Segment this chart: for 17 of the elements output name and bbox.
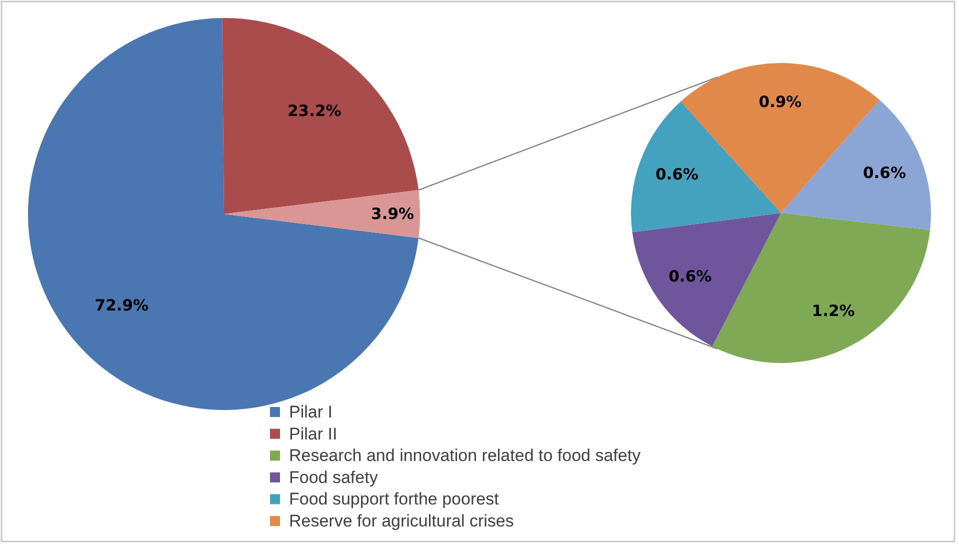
legend-label: Pilar I xyxy=(289,402,332,422)
legend-label: Food support forthe poorest xyxy=(289,490,500,509)
legend-label: Research and innovation related to food safety xyxy=(289,446,642,466)
pie-slice xyxy=(712,213,930,363)
data-label: 23.2% xyxy=(288,102,342,120)
data-label: 72.9% xyxy=(94,296,150,314)
pie-slice xyxy=(224,190,420,238)
pie-slice xyxy=(632,213,781,346)
legend-label: Pilar II xyxy=(289,424,338,444)
legend-label: Reserve for agricultural crises xyxy=(289,512,514,530)
data-label: 1.2% xyxy=(812,302,856,320)
data-label: 3.9% xyxy=(371,205,415,223)
data-label: 0.6% xyxy=(668,268,712,286)
data-label: 0.6% xyxy=(655,165,699,184)
legend-label: Food safety xyxy=(289,468,378,487)
data-label: 0.6% xyxy=(862,164,906,182)
data-label: 0.9% xyxy=(758,93,802,112)
